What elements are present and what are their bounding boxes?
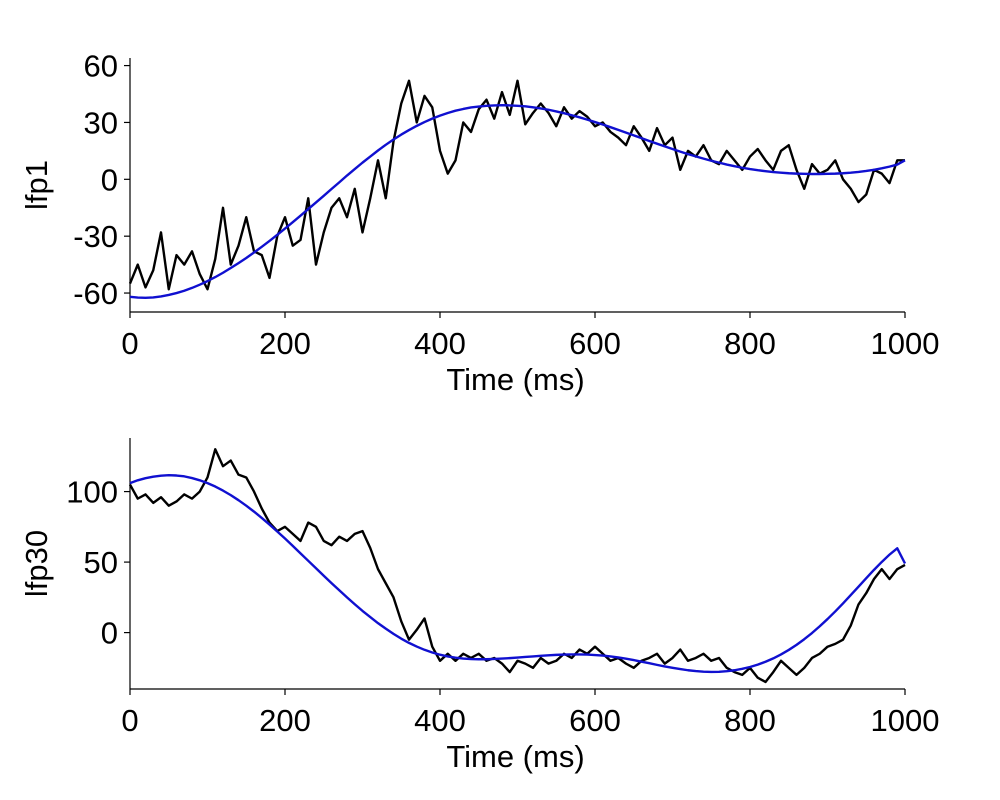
- lfp1-x-tick-label: 0: [121, 326, 138, 361]
- lfp1-y-tick-label: 30: [84, 105, 118, 140]
- lfp1-y-tick-label: 0: [101, 162, 118, 197]
- lfp30-y-axis-title: lfp30: [19, 530, 54, 597]
- lfp30-x-tick-label: 600: [569, 703, 621, 738]
- lfp30-y-tick-label: 50: [84, 545, 118, 580]
- lfp30-y-tick-label: 100: [66, 475, 118, 510]
- lfp30-x-tick-label: 200: [259, 703, 311, 738]
- lfp1-x-tick-label: 200: [259, 326, 311, 361]
- lfp1-y-tick-label: 60: [84, 49, 118, 84]
- lfp1-x-tick-label: 400: [414, 326, 466, 361]
- lfp30-x-tick-label: 0: [121, 703, 138, 738]
- lfp30-plot: 0 200 400 600 800 1000 0 50 100 Time (ms) lfp30: [19, 438, 939, 774]
- lfp1-x-axis-title: Time (ms): [446, 362, 584, 397]
- lfp1-y-tick-label: -60: [73, 276, 118, 311]
- lfp1-y-tick-label: -30: [73, 219, 118, 254]
- lfp30-y-tick-label: 0: [101, 616, 118, 651]
- lfp30-x-axis-title: Time (ms): [446, 739, 584, 774]
- lfp1-x-tick-label: 800: [724, 326, 776, 361]
- lfp30-x-tick-label: 800: [724, 703, 776, 738]
- lfp30-raw-series-line: [128, 448, 906, 684]
- lfp1-fit-series-line: [129, 104, 906, 299]
- lfp1-y-axis-title: lfp1: [19, 160, 54, 210]
- lfp1-plot: 0 200 400 600 800 1000 -60 -30 0 30 60 Time (ms) lfp…: [19, 49, 939, 397]
- lfp30-fit-series-line: [129, 474, 907, 674]
- lfp30-x-tick-label: 400: [414, 703, 466, 738]
- lfp1-x-tick-label: 1000: [871, 326, 940, 361]
- lfp1-raw-series-line: [128, 79, 905, 291]
- lfp30-x-tick-label: 1000: [871, 703, 940, 738]
- lfp1-x-tick-label: 600: [569, 326, 621, 361]
